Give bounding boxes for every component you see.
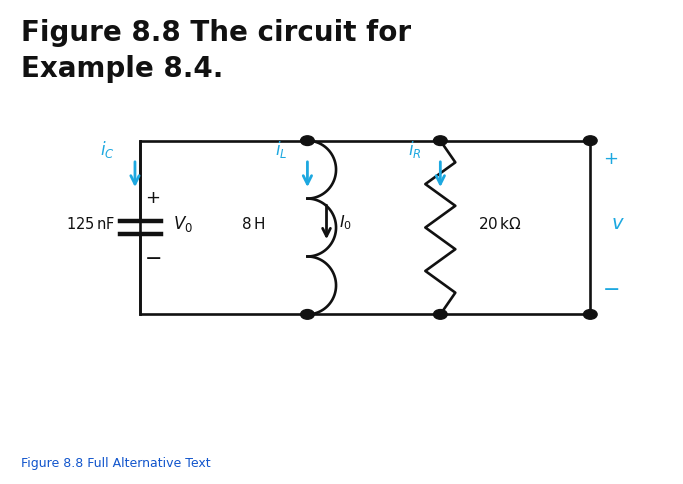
Text: $V_0$: $V_0$ bbox=[173, 213, 193, 234]
Text: $I_0$: $I_0$ bbox=[339, 213, 352, 232]
Circle shape bbox=[301, 310, 314, 319]
Text: Example 8.4.: Example 8.4. bbox=[21, 55, 223, 83]
Circle shape bbox=[434, 136, 447, 146]
Circle shape bbox=[583, 310, 597, 319]
Text: $+$: $+$ bbox=[603, 150, 618, 168]
Text: Figure 8.8 Full Alternative Text: Figure 8.8 Full Alternative Text bbox=[21, 457, 211, 470]
Text: $125\,\mathrm{nF}$: $125\,\mathrm{nF}$ bbox=[66, 216, 115, 232]
Text: $-$: $-$ bbox=[144, 247, 161, 268]
Text: Figure 8.8 The circuit for: Figure 8.8 The circuit for bbox=[21, 19, 411, 47]
Text: $8\,\mathrm{H}$: $8\,\mathrm{H}$ bbox=[241, 216, 265, 232]
Text: $i_C$: $i_C$ bbox=[100, 139, 115, 160]
Text: $v$: $v$ bbox=[611, 214, 624, 233]
Circle shape bbox=[301, 136, 314, 146]
Text: $i_L$: $i_L$ bbox=[275, 139, 288, 160]
Circle shape bbox=[583, 136, 597, 146]
Text: $-$: $-$ bbox=[602, 278, 619, 298]
Circle shape bbox=[434, 310, 447, 319]
Text: $i_R$: $i_R$ bbox=[408, 139, 421, 160]
Text: $+$: $+$ bbox=[145, 189, 161, 207]
Text: $20\,\mathrm{k\Omega}$: $20\,\mathrm{k\Omega}$ bbox=[478, 216, 522, 232]
